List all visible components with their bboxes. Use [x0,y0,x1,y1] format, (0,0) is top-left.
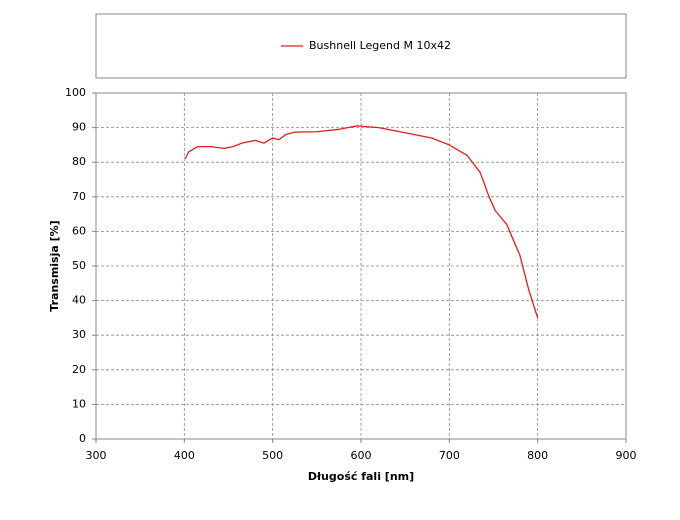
y-tick-label: 50 [72,259,86,272]
x-tick-label: 800 [527,449,548,462]
x-tick-label: 500 [262,449,283,462]
x-tick-label: 900 [616,449,637,462]
legend-label: Bushnell Legend M 10x42 [309,39,451,52]
y-tick-label: 80 [72,155,86,168]
y-tick-label: 60 [72,224,86,237]
y-tick-label: 40 [72,294,86,307]
data-line [184,125,539,319]
x-axis-title: Długość fali [nm] [308,470,414,483]
y-tick-label: 70 [72,190,86,203]
x-tick-label: 300 [86,449,107,462]
y-tick-label: 20 [72,363,86,376]
y-axis-title: Transmisja [%] [48,220,61,311]
y-tick-label: 0 [79,432,86,445]
y-tick-label: 30 [72,328,86,341]
x-tick-label: 700 [439,449,460,462]
y-tick-label: 100 [65,86,86,99]
legend-box [95,13,627,79]
y-tick-label: 90 [72,121,86,134]
x-tick-label: 600 [351,449,372,462]
x-tick-label: 400 [174,449,195,462]
y-tick-label: 10 [72,397,86,410]
